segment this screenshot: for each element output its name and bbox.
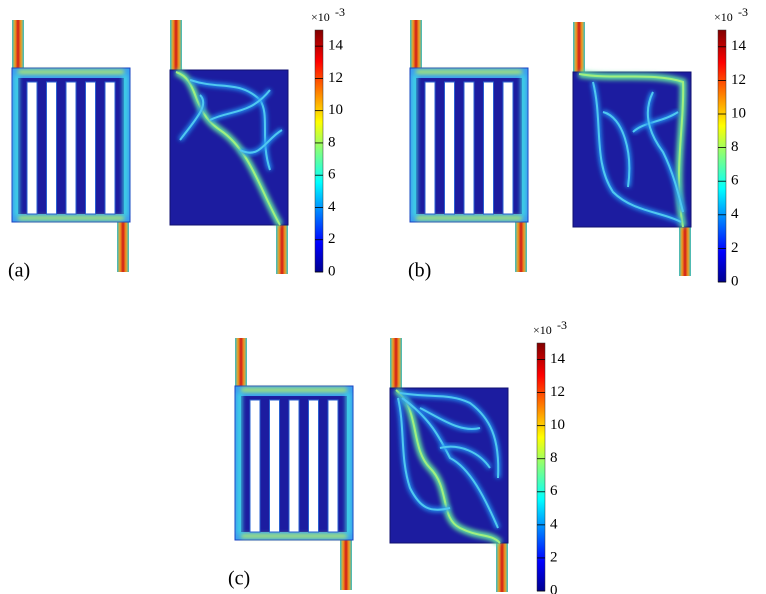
inlet bbox=[410, 20, 422, 72]
flow-field-optimized bbox=[573, 22, 691, 276]
rib bbox=[86, 82, 96, 214]
rib bbox=[250, 400, 260, 532]
rib bbox=[484, 82, 494, 214]
colorbar-tick-label: 8 bbox=[328, 134, 336, 150]
rib bbox=[270, 400, 280, 532]
colorbar-multiplier: ×10 bbox=[311, 10, 330, 24]
colorbar-multiplier: ×10 bbox=[533, 323, 552, 337]
colorbar-tick-label: 4 bbox=[731, 206, 739, 222]
colorbar bbox=[718, 30, 726, 282]
rib bbox=[328, 400, 338, 532]
rib bbox=[27, 82, 37, 214]
colorbar-multiplier: ×10 bbox=[714, 10, 733, 24]
colorbar-tick-label: 14 bbox=[550, 351, 566, 367]
colorbar-tick-label: 0 bbox=[550, 582, 558, 594]
flow-field-parallel bbox=[410, 20, 528, 272]
inlet bbox=[390, 338, 402, 390]
colorbar-tick-label: 2 bbox=[731, 240, 739, 256]
flow-field-optimized bbox=[170, 20, 288, 274]
outlet bbox=[117, 220, 129, 272]
rib bbox=[66, 82, 76, 214]
rib bbox=[425, 82, 435, 214]
panel: 0 2 4 6 8 10 12 14 ×10 -3 (b) bbox=[408, 5, 748, 290]
colorbar-exponent: -3 bbox=[738, 5, 748, 19]
colorbar-tick-label: 10 bbox=[328, 102, 343, 118]
flow-field-parallel bbox=[12, 20, 130, 272]
inlet bbox=[573, 22, 585, 74]
panel-label: (a) bbox=[8, 260, 30, 282]
flow-field-parallel bbox=[235, 338, 353, 590]
colorbar-tick-label: 12 bbox=[328, 70, 343, 86]
inlet bbox=[235, 338, 247, 390]
colorbar-tick-label: 14 bbox=[731, 38, 747, 54]
rib bbox=[445, 82, 455, 214]
colorbar-tick-label: 2 bbox=[550, 549, 558, 565]
rib bbox=[464, 82, 474, 214]
colorbar-tick-label: 8 bbox=[731, 139, 739, 155]
outlet bbox=[515, 220, 527, 272]
colorbar-tick-label: 12 bbox=[731, 72, 746, 88]
rib bbox=[503, 82, 513, 214]
rib bbox=[47, 82, 57, 214]
colorbar-exponent: -3 bbox=[335, 5, 345, 19]
colorbar-tick-label: 4 bbox=[550, 516, 558, 532]
panel-label: (c) bbox=[228, 568, 250, 590]
outlet bbox=[679, 224, 691, 276]
rib bbox=[289, 400, 299, 532]
outlet bbox=[496, 540, 508, 592]
colorbar-exponent: -3 bbox=[557, 318, 567, 332]
panel: 0 2 4 6 8 10 12 14 ×10 -3 (c) bbox=[228, 318, 567, 594]
outlet bbox=[340, 538, 352, 590]
colorbar-tick-label: 12 bbox=[550, 384, 565, 400]
outlet bbox=[276, 222, 288, 274]
colorbar-tick-label: 4 bbox=[328, 199, 336, 215]
colorbar-tick-label: 8 bbox=[550, 450, 558, 466]
rib bbox=[105, 82, 115, 214]
colorbar-tick-label: 0 bbox=[731, 273, 739, 289]
panel: 0 2 4 6 8 10 12 14 ×10 -3 (a) bbox=[8, 5, 345, 282]
colorbar-tick-label: 10 bbox=[550, 417, 565, 433]
colorbar bbox=[315, 30, 323, 272]
colorbar-tick-label: 0 bbox=[328, 263, 336, 279]
colorbar-tick-label: 6 bbox=[731, 173, 739, 189]
inlet bbox=[170, 20, 182, 72]
panel-label: (b) bbox=[408, 260, 431, 282]
inlet bbox=[12, 20, 24, 72]
flow-field-optimized bbox=[390, 338, 508, 592]
colorbar-tick-label: 14 bbox=[328, 38, 344, 54]
colorbar-tick-label: 2 bbox=[328, 231, 336, 247]
colorbar-tick-label: 6 bbox=[550, 483, 558, 499]
colorbar bbox=[537, 343, 545, 591]
colorbar-tick-label: 10 bbox=[731, 105, 746, 121]
rib bbox=[309, 400, 319, 532]
colorbar-tick-label: 6 bbox=[328, 167, 336, 183]
figure: 0 2 4 6 8 10 12 14 ×10 -3 (a) 0 2 4 6 8 10 12 14 ×10 -3 (b) 0 2… bbox=[0, 0, 766, 594]
